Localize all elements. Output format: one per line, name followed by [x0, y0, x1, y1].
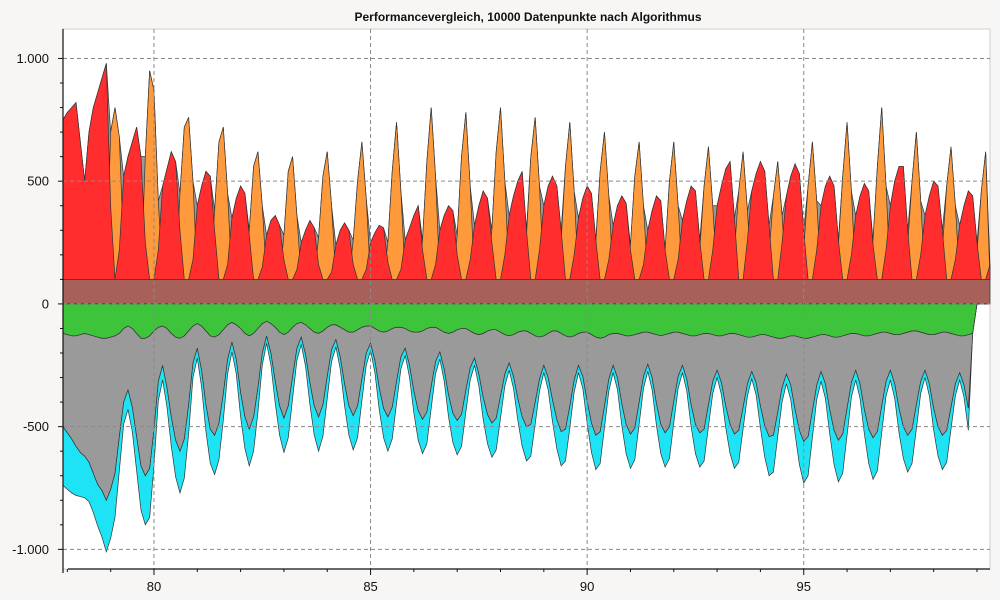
y-tick-label: 500: [27, 174, 49, 189]
chart-title: Performancevergleich, 10000 Datenpunkte …: [355, 10, 702, 24]
y-tick-label: 0: [42, 296, 49, 311]
x-tick-label: 85: [363, 579, 377, 594]
y-tick-label: 1.000: [16, 51, 49, 66]
x-tick-label: 90: [580, 579, 594, 594]
y-tick-label: -1.000: [12, 542, 49, 557]
series-brown-band: [62, 279, 991, 305]
series-layer: [62, 63, 991, 554]
y-tick-label: -500: [23, 419, 49, 434]
axis-layer: 1.000 500 0 -500 -1.000 80 85 90 95: [12, 29, 990, 594]
x-tick-label: 80: [147, 579, 161, 594]
grid-layer: [63, 29, 990, 569]
x-tick-label: 95: [796, 579, 810, 594]
